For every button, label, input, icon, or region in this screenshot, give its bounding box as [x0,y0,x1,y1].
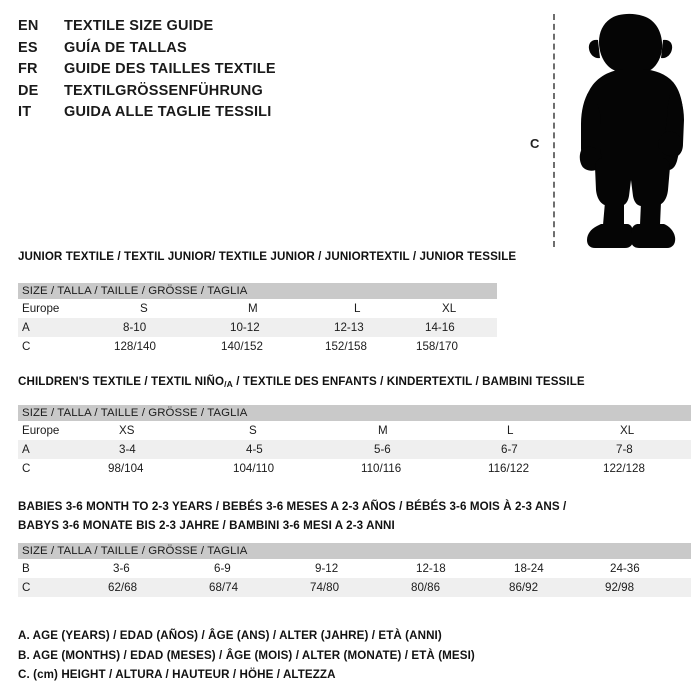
table-row: C 128/140 140/152 152/158 158/170 [18,337,497,356]
table-row: Europe XS S M L XL [18,421,691,440]
junior-row2-col1: 140/152 [221,340,263,353]
legend-line-b: B. AGE (MONTHS) / EDAD (MESES) / ÂGE (MO… [18,648,475,662]
junior-row2-col2: 152/158 [325,340,367,353]
babies-row1-col3: 80/86 [411,581,441,594]
babies-row0-col4: 18-24 [514,562,544,575]
junior-row0-col1: M [248,302,258,315]
table-row: B 3-6 6-9 9-12 12-18 18-24 24-36 [18,559,691,578]
children-row0-col2: M [378,424,388,437]
legend-block: A. AGE (YEARS) / EDAD (AÑOS) / ÂGE (ANS)… [18,626,475,685]
table-children: SIZE / TALLA / TAILLE / GRÖSSE / TAGLIA … [18,405,691,478]
section-heading-children-post: / TEXTILE DES ENFANTS / KINDERTEXTIL / B… [232,375,585,388]
language-code-es: ES [18,39,38,56]
babies-row0-col2: 9-12 [315,562,339,575]
section-heading-babies-line1: BABIES 3-6 MONTH TO 2-3 YEARS / BEBÉS 3-… [18,500,567,513]
language-code-de: DE [18,82,39,99]
children-row2-col3: 116/122 [488,462,530,475]
children-row0-col0: XS [119,424,135,437]
babies-row0-col5: 24-36 [610,562,640,575]
children-row2-col4: 122/128 [603,462,645,475]
children-row1-col1: 4-5 [246,443,263,456]
section-heading-children-sub: /A [224,379,233,389]
table-babies: SIZE / TALLA / TAILLE / GRÖSSE / TAGLIA … [18,543,691,597]
babies-row0-col1: 6-9 [214,562,231,575]
junior-row0-col3: XL [442,302,457,315]
babies-row0-col0: 3-6 [113,562,130,575]
language-text-fr: GUIDE DES TAILLES TEXTILE [64,61,276,77]
language-text-it: GUIDA ALLE TAGLIE TESSILI [64,104,272,120]
language-code-it: IT [18,104,32,120]
table-junior-band-label: SIZE / TALLA / TAILLE / GRÖSSE / TAGLIA [22,285,248,297]
children-row0-col4: XL [620,424,635,437]
table-row: A 8-10 10-12 12-13 14-16 [18,318,497,337]
babies-row1-label: C [22,581,31,594]
legend-line-c: C. (cm) HEIGHT / ALTURA / HAUTEUR / HÖHE… [18,668,336,681]
language-row-it: IT GUIDA ALLE TAGLIE TESSILI [18,104,488,126]
babies-row1-col2: 74/80 [310,581,340,594]
table-row: C 62/68 68/74 74/80 80/86 86/92 92/98 [18,578,691,597]
section-heading-children: CHILDREN'S TEXTILE / TEXTIL NIÑO/A / TEX… [18,375,585,389]
table-babies-band-label: SIZE / TALLA / TAILLE / GRÖSSE / TAGLIA [22,545,248,557]
babies-row1-col1: 68/74 [209,581,239,594]
children-row1-col0: 3-4 [119,443,136,456]
table-junior-band: SIZE / TALLA / TAILLE / GRÖSSE / TAGLIA [18,283,497,299]
measure-label-c: C [530,136,540,151]
junior-row0-col0: S [140,302,148,315]
language-text-es: GUÍA DE TALLAS [64,39,187,56]
children-row0-col1: S [249,424,257,437]
toddler-silhouette-icon [579,13,684,248]
language-text-en: TEXTILE SIZE GUIDE [64,18,214,34]
table-junior: SIZE / TALLA / TAILLE / GRÖSSE / TAGLIA … [18,283,497,356]
legend-line-a: A. AGE (YEARS) / EDAD (AÑOS) / ÂGE (ANS)… [18,629,442,642]
junior-row1-col0: 8-10 [123,321,147,334]
table-babies-band: SIZE / TALLA / TAILLE / GRÖSSE / TAGLIA [18,543,691,559]
children-row0-label: Europe [22,424,60,437]
babies-row1-col5: 92/98 [605,581,635,594]
language-code-fr: FR [18,61,38,77]
children-row2-label: C [22,462,31,475]
junior-row0-col2: L [354,302,361,315]
language-row-fr: FR GUIDE DES TAILLES TEXTILE [18,61,488,83]
babies-row1-col0: 62/68 [108,581,138,594]
children-row2-col2: 110/116 [361,462,402,475]
section-heading-children-pre: CHILDREN'S TEXTILE / TEXTIL NIÑO [18,375,225,388]
language-row-de: DE TEXTILGRÖSSENFÜHRUNG [18,83,488,105]
language-text-de: TEXTILGRÖSSENFÜHRUNG [64,82,263,99]
junior-row1-col2: 12-13 [334,321,364,334]
children-row1-col3: 6-7 [501,443,518,456]
children-row0-col3: L [507,424,514,437]
section-heading-junior: JUNIOR TEXTILE / TEXTIL JUNIOR/ TEXTILE … [18,250,517,263]
language-row-en: EN TEXTILE SIZE GUIDE [18,18,488,40]
children-row1-col2: 5-6 [374,443,391,456]
table-children-band: SIZE / TALLA / TAILLE / GRÖSSE / TAGLIA [18,405,691,421]
children-row2-col1: 104/110 [233,462,275,475]
babies-row0-col3: 12-18 [416,562,446,575]
children-row2-col0: 98/104 [108,462,144,475]
children-row1-col4: 7-8 [616,443,633,456]
table-row: C 98/104 104/110 110/116 116/122 122/128 [18,459,691,478]
junior-row2-label: C [22,340,31,353]
junior-row1-col3: 14-16 [425,321,455,334]
junior-row2-col3: 158/170 [416,340,458,353]
junior-row2-col0: 128/140 [114,340,156,353]
table-children-band-label: SIZE / TALLA / TAILLE / GRÖSSE / TAGLIA [22,407,248,419]
babies-row1-col4: 86/92 [509,581,539,594]
junior-row1-col1: 10-12 [230,321,260,334]
babies-row0-label: B [22,562,30,575]
table-row: A 3-4 4-5 5-6 6-7 7-8 [18,440,691,459]
junior-row0-label: Europe [22,302,60,315]
section-heading-babies-line2: BABYS 3-6 MONATE BIS 2-3 JAHRE / BAMBINI… [18,519,395,532]
junior-row1-label: A [22,321,30,334]
height-dashed-line [553,14,555,247]
language-row-es: ES GUÍA DE TALLAS [18,40,488,62]
language-code-en: EN [18,18,39,34]
children-row1-label: A [22,443,30,456]
height-measure-figure: C [515,8,695,248]
table-row: Europe S M L XL [18,299,497,318]
language-title-block: EN TEXTILE SIZE GUIDE ES GUÍA DE TALLAS … [18,18,488,126]
